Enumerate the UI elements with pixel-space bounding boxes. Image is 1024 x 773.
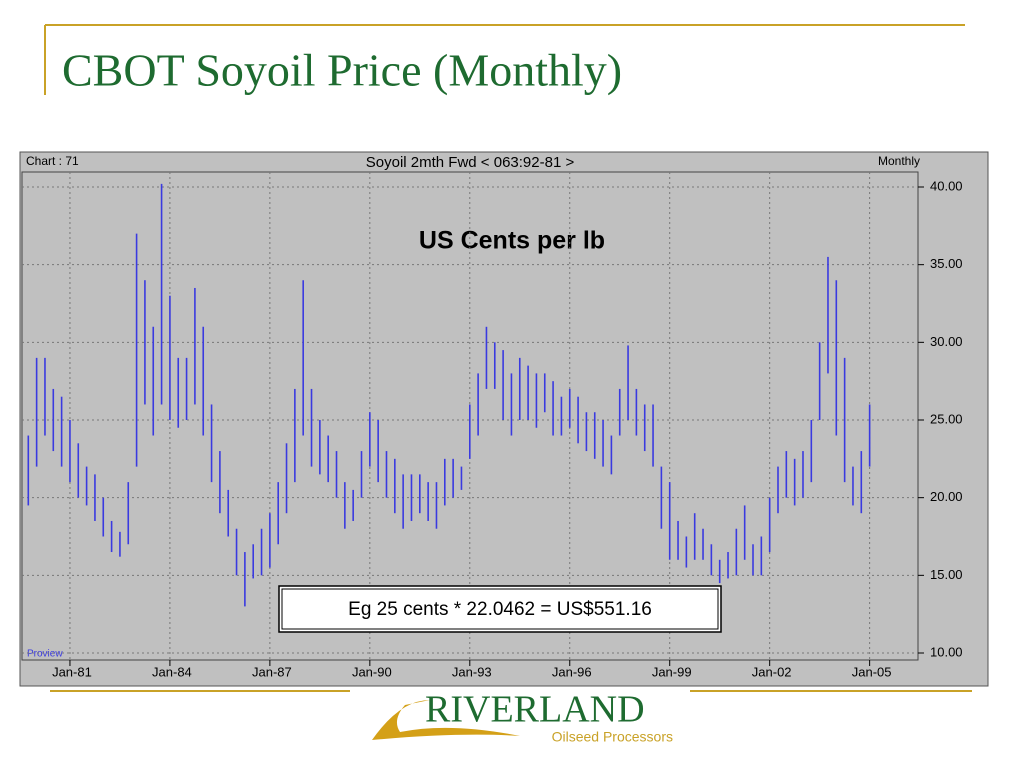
annotation: Eg 25 cents * 22.0462 = US$551.16: [348, 599, 652, 620]
y-tick-label: 20.00: [930, 489, 963, 504]
x-tick-label: Jan-05: [852, 664, 892, 679]
x-tick-label: Jan-84: [152, 664, 192, 679]
x-tick-label: Jan-87: [252, 664, 292, 679]
x-tick-label: Jan-02: [752, 664, 792, 679]
logo-name: RIVERLAND: [425, 689, 645, 731]
chart-title: Soyoil 2mth Fwd < 063:92-81 >: [366, 154, 575, 171]
y-tick-label: 40.00: [930, 178, 963, 193]
chart-frequency: Monthly: [878, 154, 920, 168]
logo-swoosh: [372, 700, 520, 740]
x-tick-label: Jan-96: [552, 664, 592, 679]
y-tick-label: 35.00: [930, 256, 963, 271]
chart-id: Chart : 71: [26, 154, 79, 168]
x-tick-label: Jan-99: [652, 664, 692, 679]
x-tick-label: Jan-81: [52, 664, 92, 679]
marks: 10.00 15.00 20.00 25.00 30.00 35.00 40.00 Jan-8…: [22, 172, 963, 679]
y-tick-label: 15.00: [930, 567, 963, 582]
provider-label: Proview: [27, 649, 63, 660]
logo-tagline: Oilseed Processors: [552, 729, 673, 745]
x-tick-label: Jan-90: [352, 664, 392, 679]
y-tick-label: 25.00: [930, 411, 963, 426]
annotation-inner: [281, 588, 719, 630]
annotation-box: [278, 585, 722, 633]
y-tick-label: 30.00: [930, 334, 963, 349]
slide-title: CBOT Soyoil Price (Monthly): [62, 45, 622, 96]
x-tick-label: Jan-93: [452, 664, 492, 679]
y-tick-label: 10.00: [930, 644, 963, 659]
units-label: US Cents per lb: [419, 227, 605, 255]
